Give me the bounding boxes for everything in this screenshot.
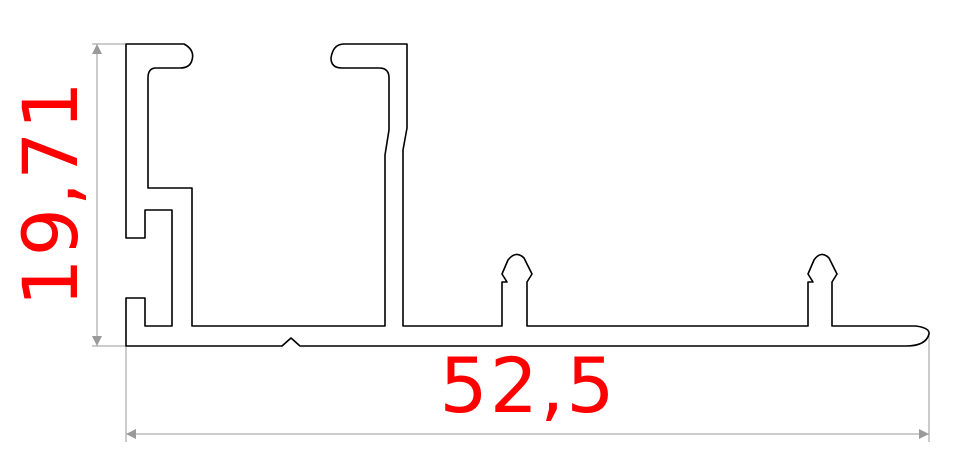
dimension-lines [92, 44, 929, 439]
extension-lines [92, 43, 930, 442]
profile-outline [125, 43, 930, 347]
width-dimension-label: 52,5 [439, 341, 616, 430]
height-dimension-label: 19,71 [6, 79, 95, 307]
